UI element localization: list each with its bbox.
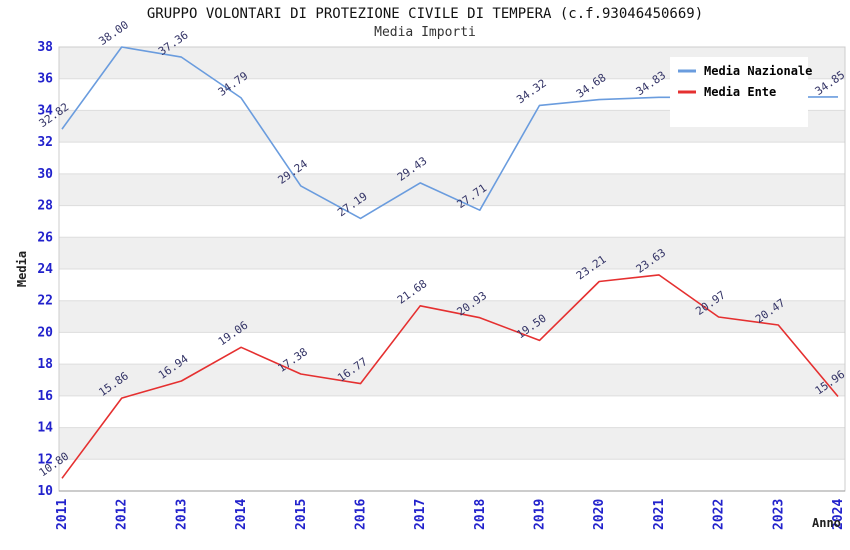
x-tick-label: 2011	[55, 499, 70, 530]
x-tick-label: 2018	[473, 499, 488, 530]
x-tick-label: 2023	[771, 499, 786, 530]
y-axis-title: Media	[15, 251, 29, 287]
data-label: 38.00	[96, 18, 131, 48]
y-tick-label: 36	[37, 72, 53, 87]
x-tick-label: 2014	[234, 499, 249, 530]
y-tick-label: 30	[37, 167, 53, 182]
plot-band	[59, 173, 845, 206]
y-tick-label: 22	[37, 294, 53, 309]
x-tick-label: 2020	[592, 499, 607, 530]
plot-band	[59, 364, 845, 396]
y-tick-label: 12	[37, 452, 53, 467]
plot-band	[59, 427, 845, 460]
y-tick-label: 38	[37, 40, 53, 55]
y-tick-label: 32	[37, 135, 53, 150]
x-tick-label: 2015	[294, 499, 309, 530]
x-tick-label: 2022	[712, 499, 727, 530]
y-tick-label: 28	[37, 199, 53, 214]
y-tick-label: 16	[37, 389, 53, 404]
chart-title: GRUPPO VOLONTARI DI PROTEZIONE CIVILE DI…	[147, 6, 703, 22]
y-tick-label: 24	[37, 262, 53, 277]
y-tick-label: 34	[37, 103, 53, 118]
chart-subtitle: Media Importi	[374, 25, 476, 40]
x-tick-label: 2024	[831, 499, 846, 530]
x-tick-label: 2012	[115, 499, 130, 530]
x-tick-label: 2019	[533, 499, 548, 530]
x-tick-label: 2021	[652, 499, 667, 530]
y-tick-label: 18	[37, 357, 53, 372]
y-tick-label: 26	[37, 230, 53, 245]
plot-band	[59, 237, 845, 269]
x-tick-label: 2017	[413, 499, 428, 530]
plot-band	[59, 300, 845, 333]
legend: Media Nazionale Media Ente	[670, 57, 812, 127]
series-line-media-ente	[61, 274, 839, 479]
x-axis-title: Anno	[812, 516, 841, 530]
y-tick-label: 20	[37, 325, 53, 340]
x-tick-label: 2016	[353, 499, 368, 530]
y-tick-label: 10	[37, 484, 53, 499]
legend-label-media-ente: Media Ente	[704, 85, 776, 99]
x-tick-label: 2013	[174, 499, 189, 530]
legend-label-media-nazionale: Media Nazionale	[704, 64, 812, 78]
y-tick-label: 14	[37, 421, 53, 436]
data-label: 34.32	[514, 77, 549, 107]
